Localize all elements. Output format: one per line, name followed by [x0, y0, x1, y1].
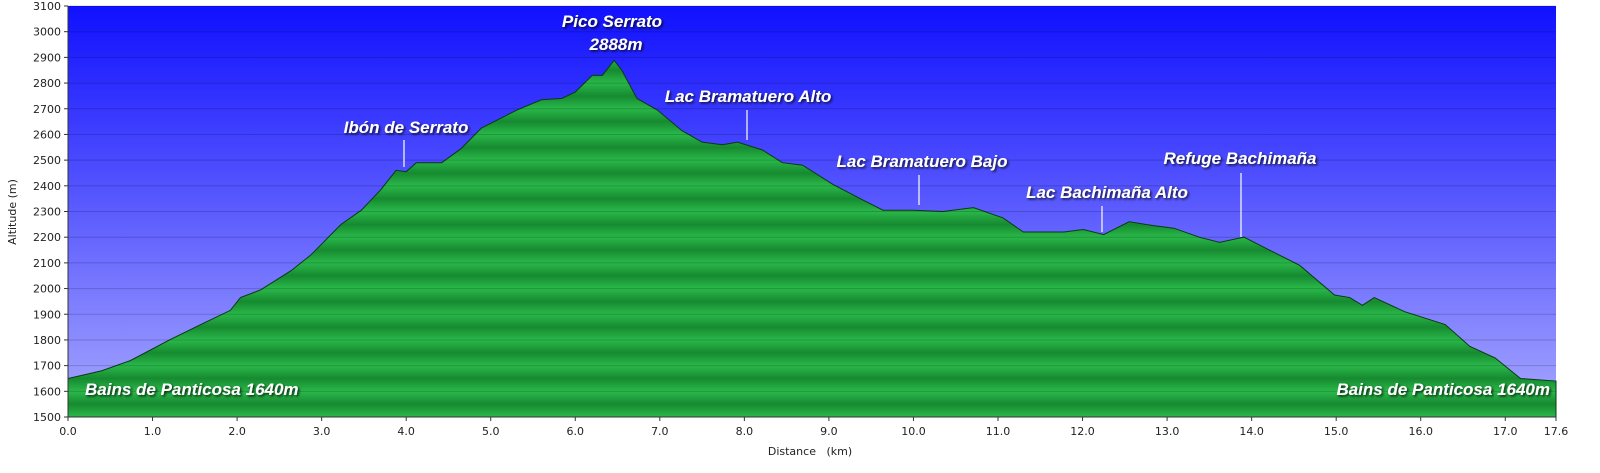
- x-tick-label: 10.0: [901, 425, 926, 438]
- x-tick-label: 7.0: [651, 425, 669, 438]
- x-axis-label: Distance (km): [768, 445, 852, 458]
- annotation: Lac Bramatuero Alto: [665, 87, 832, 106]
- y-tick-label: 2500: [33, 154, 61, 167]
- x-tick-label: 1.0: [144, 425, 162, 438]
- x-tick-label: 12.0: [1070, 425, 1095, 438]
- y-tick-label: 2600: [33, 128, 61, 141]
- x-tick-label: 16.0: [1408, 425, 1433, 438]
- annotation: Bains de Panticosa 1640m: [85, 380, 299, 399]
- y-tick-label: 2900: [33, 51, 61, 64]
- annotation: Lac Bramatuero Bajo: [837, 152, 1008, 171]
- annotation: Bains de Panticosa 1640m: [1336, 380, 1550, 399]
- x-tick-label: 5.0: [482, 425, 500, 438]
- y-axis-label: Altitude (m): [6, 179, 19, 245]
- y-tick-label: 2200: [33, 231, 61, 244]
- x-tick-label: 17.0: [1493, 425, 1518, 438]
- y-tick-label: 2100: [33, 257, 61, 270]
- annotation: 2888m: [589, 35, 643, 54]
- x-tick-label: 17.6: [1544, 425, 1569, 438]
- x-tick-label: 6.0: [567, 425, 585, 438]
- x-tick-label: 13.0: [1155, 425, 1180, 438]
- y-tick-label: 1700: [33, 360, 61, 373]
- x-tick-label: 9.0: [820, 425, 838, 438]
- x-tick-label: 4.0: [397, 425, 415, 438]
- annotation: Lac Bachimaña Alto: [1026, 183, 1188, 202]
- x-tick-label: 11.0: [986, 425, 1011, 438]
- x-tick-label: 2.0: [228, 425, 246, 438]
- x-tick-label: 15.0: [1324, 425, 1349, 438]
- y-tick-label: 1900: [33, 308, 61, 321]
- y-tick-label: 1600: [33, 385, 61, 398]
- annotation: Refuge Bachimaña: [1163, 149, 1316, 168]
- x-tick-label: 8.0: [736, 425, 754, 438]
- y-tick-label: 2400: [33, 180, 61, 193]
- x-tick-label: 0.0: [59, 425, 77, 438]
- y-tick-label: 1800: [33, 334, 61, 347]
- elevation-area: [67, 59, 1557, 418]
- y-tick-label: 2700: [33, 103, 61, 116]
- y-tick-label: 2800: [33, 77, 61, 90]
- x-tick-label: 3.0: [313, 425, 331, 438]
- y-tick-label: 2300: [33, 206, 61, 219]
- y-tick-label: 3100: [33, 0, 61, 13]
- annotation: Ibón de Serrato: [344, 118, 469, 137]
- x-tick-label: 14.0: [1239, 425, 1264, 438]
- y-tick-label: 2000: [33, 283, 61, 296]
- y-tick-label: 1500: [33, 411, 61, 424]
- y-tick-label: 3000: [33, 26, 61, 39]
- annotation: Pico Serrato: [562, 12, 662, 31]
